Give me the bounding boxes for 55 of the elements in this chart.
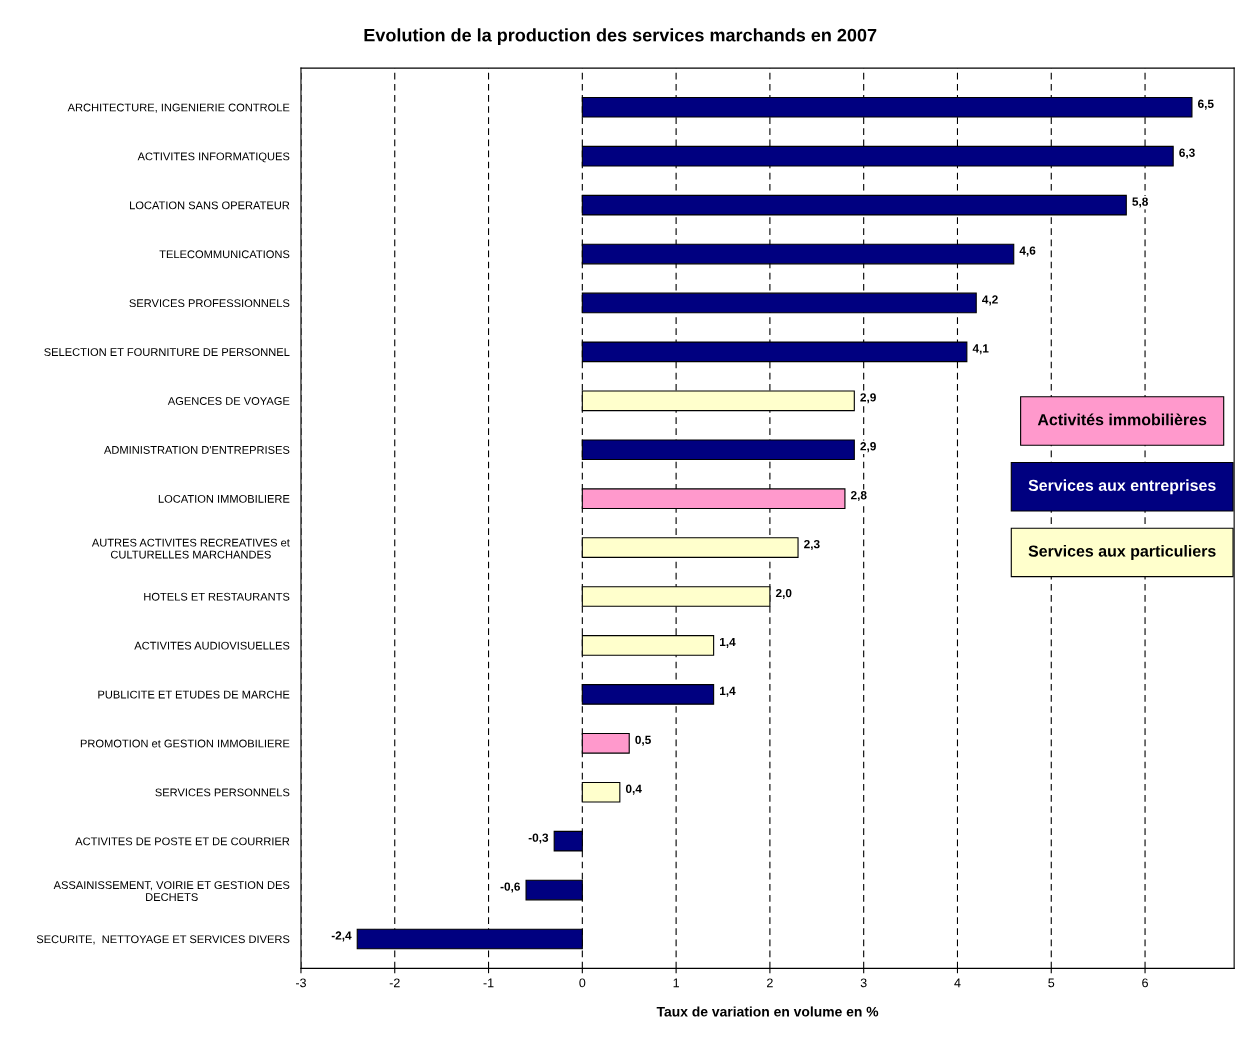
x-tick-label: -1 (483, 978, 494, 988)
y-tick-label: HOTELS ET RESTAURANTS (144, 592, 290, 601)
data-label: 0,4 (625, 784, 642, 795)
y-tick-label: PROMOTION et GESTION IMMOBILIERE (80, 739, 290, 748)
y-tick-label: ACTIVITES DE POSTE ET DE COURRIER (75, 837, 290, 846)
data-label: 2,9 (860, 442, 876, 453)
y-tick-label: SELECTION ET FOURNITURE DE PERSONNEL (44, 348, 290, 357)
data-label: 1,4 (720, 637, 736, 648)
y-tick-label: AUTRES ACTIVITES RECREATIVES et CULTURELLES MARCHANDES (91, 538, 290, 559)
data-label: 6,5 (1198, 99, 1214, 110)
x-tick-label: 6 (1142, 978, 1148, 988)
y-tick-label: LOCATION IMMOBILIERE (158, 494, 290, 503)
text: Activités immobilières (1037, 413, 1207, 426)
x-axis-title: Taux de variation en volume en % (656, 1006, 879, 1017)
y-tick-label: SERVICES PERSONNELS (155, 788, 290, 797)
data-label: 1,4 (720, 686, 736, 697)
data-label: 5,8 (1132, 197, 1148, 208)
x-tick-label: -3 (295, 978, 306, 988)
data-label: 2,0 (775, 588, 792, 599)
x-tick-label: 2 (767, 978, 773, 988)
data-label: -0,3 (528, 833, 549, 844)
data-label: 4,2 (982, 295, 998, 306)
y-tick-label: SERVICES PROFESSIONNELS (129, 299, 290, 308)
bar (581, 194, 1127, 216)
text: Services aux entreprises (1028, 479, 1216, 495)
x-tick-label: 4 (954, 978, 961, 988)
bar (581, 243, 1015, 265)
data-label: 4,6 (1019, 246, 1036, 257)
x-tick-label: 3 (860, 978, 867, 988)
y-tick-label: ASSAINISSEMENT, VOIRIE ET GESTION DES DECHETS (53, 881, 290, 901)
y-tick-label: ACTIVITES INFORMATIQUES (137, 152, 290, 163)
y-tick-label: ARCHITECTURE, INGENIERIE CONTROLE (67, 103, 290, 113)
chart-title: Evolution de la production des services marchands en 2007 (364, 28, 877, 46)
bar (581, 684, 715, 705)
y-tick-label: LOCATION SANS OPERATEUR (130, 201, 290, 210)
y-tick-label: SECURITE, NETTOYAGE ET SERVICES DIVERS (36, 935, 290, 945)
x-tick-label: 0 (579, 978, 586, 988)
data-label: 2,9 (860, 393, 876, 404)
y-tick-label: ADMINISTRATION D'ENTREPRISES (103, 446, 290, 454)
x-tick-label: -2 (389, 978, 400, 988)
text: Services aux particuliers (1028, 545, 1216, 560)
data-label: -0,6 (500, 882, 520, 893)
x-tick-label: 1 (673, 978, 679, 988)
y-tick-label: ACTIVITES AUDIOVISUELLES (134, 641, 290, 650)
data-label: 0,5 (635, 735, 651, 746)
data-label: -2,4 (331, 931, 352, 942)
y-tick-label: TELECOMMUNICATIONS (159, 250, 290, 259)
data-label: 2,8 (850, 491, 867, 502)
data-label: 2,3 (804, 539, 820, 551)
y-tick-label: PUBLICITE ET ETUDES DE MARCHE (98, 690, 290, 699)
bar (581, 635, 715, 656)
x-tick-label: 5 (1048, 978, 1055, 988)
y-tick-label: AGENCES DE VOYAGE (167, 397, 290, 405)
data-label: 4,1 (972, 344, 989, 355)
data-label: 6,3 (1179, 148, 1195, 159)
